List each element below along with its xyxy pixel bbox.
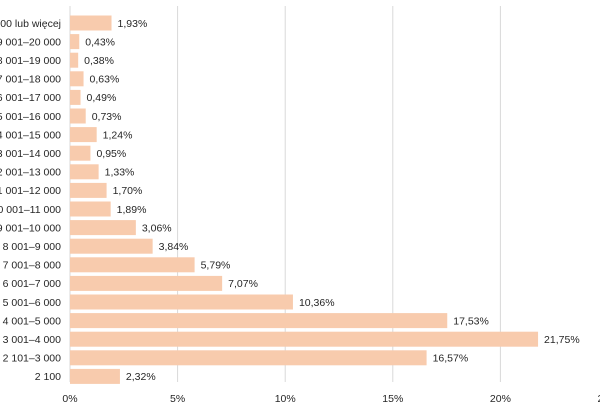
category-label: 13 001–14 000 — [0, 148, 61, 160]
data-label: 2,32% — [126, 371, 156, 383]
data-label: 1,24% — [103, 129, 133, 141]
data-label: 10,36% — [299, 297, 335, 309]
bar — [70, 164, 99, 180]
data-label: 0,63% — [90, 74, 120, 86]
bar — [70, 257, 195, 273]
x-tick-label: 0% — [62, 393, 77, 405]
category-label: 12 001–13 000 — [0, 167, 61, 179]
category-label: 8 001–9 000 — [3, 241, 62, 253]
category-label: 10 001–11 000 — [0, 204, 61, 216]
data-labels: 2,32% 16,57% 21,75% 17,53% 10,36% 7,07% 5,79% 3… — [84, 18, 580, 383]
data-label: 0,43% — [85, 36, 115, 48]
data-label: 0,73% — [92, 111, 122, 123]
category-label: 7 001–8 000 — [3, 260, 62, 272]
category-label: 4 001–5 000 — [3, 315, 62, 327]
category-label: 16 001–17 000 — [0, 92, 61, 104]
category-label: 2 100 — [35, 371, 61, 383]
data-label: 1,93% — [118, 18, 148, 30]
x-tick-label: 5% — [170, 393, 185, 405]
data-label: 17,53% — [453, 315, 489, 327]
data-label: 0,95% — [96, 148, 126, 160]
bar — [70, 313, 448, 329]
category-label: 11 001–12 000 — [0, 185, 61, 197]
category-label: 9 001–10 000 — [0, 222, 61, 234]
category-label: 2 101–3 000 — [3, 353, 62, 365]
category-label: 17 001–18 000 — [0, 74, 61, 86]
bar — [70, 368, 120, 384]
bar — [70, 220, 136, 236]
bar — [70, 145, 91, 161]
data-label: 16,57% — [433, 353, 469, 365]
bar — [70, 201, 111, 217]
bar — [70, 52, 79, 68]
bars — [70, 15, 539, 384]
data-label: 7,07% — [228, 278, 258, 290]
bar — [70, 71, 84, 87]
data-label: 1,33% — [105, 167, 135, 179]
category-label: 19 001–20 000 — [0, 36, 61, 48]
bar — [70, 182, 107, 198]
category-axis-labels: 2 100 2 101–3 000 3 001–4 000 4 001–5 000 5 … — [0, 18, 61, 383]
x-tick-label: 25% — [597, 393, 600, 405]
data-label: 21,75% — [544, 334, 580, 346]
data-label: 0,49% — [87, 92, 117, 104]
data-label: 1,89% — [117, 204, 147, 216]
data-label: 1,70% — [113, 185, 143, 197]
bar — [70, 127, 97, 143]
bar — [70, 350, 427, 366]
bar — [70, 294, 293, 310]
data-label: 0,38% — [84, 55, 114, 67]
x-tick-label: 10% — [275, 393, 296, 405]
data-label: 5,79% — [201, 260, 231, 272]
data-label: 3,06% — [142, 222, 172, 234]
category-label: 14 001–15 000 — [0, 129, 61, 141]
category-label: 3 001–4 000 — [3, 334, 62, 346]
category-label: 6 001–7 000 — [3, 278, 62, 290]
bar — [70, 108, 86, 124]
bar — [70, 89, 81, 105]
value-axis-labels: 0% 5% 10% 15% 20% 25% — [62, 393, 600, 405]
bar — [70, 331, 539, 347]
category-label: 18 001–19 000 — [0, 55, 61, 67]
bar — [70, 34, 80, 50]
category-label: 15 001–16 000 — [0, 111, 61, 123]
x-tick-label: 15% — [382, 393, 403, 405]
bar — [70, 238, 153, 254]
bar — [70, 275, 223, 291]
bar — [70, 15, 112, 31]
category-label: 5 001–6 000 — [3, 297, 62, 309]
category-label: 20 000 lub więcej — [0, 18, 61, 30]
x-tick-label: 20% — [490, 393, 511, 405]
data-label: 3,84% — [159, 241, 189, 253]
